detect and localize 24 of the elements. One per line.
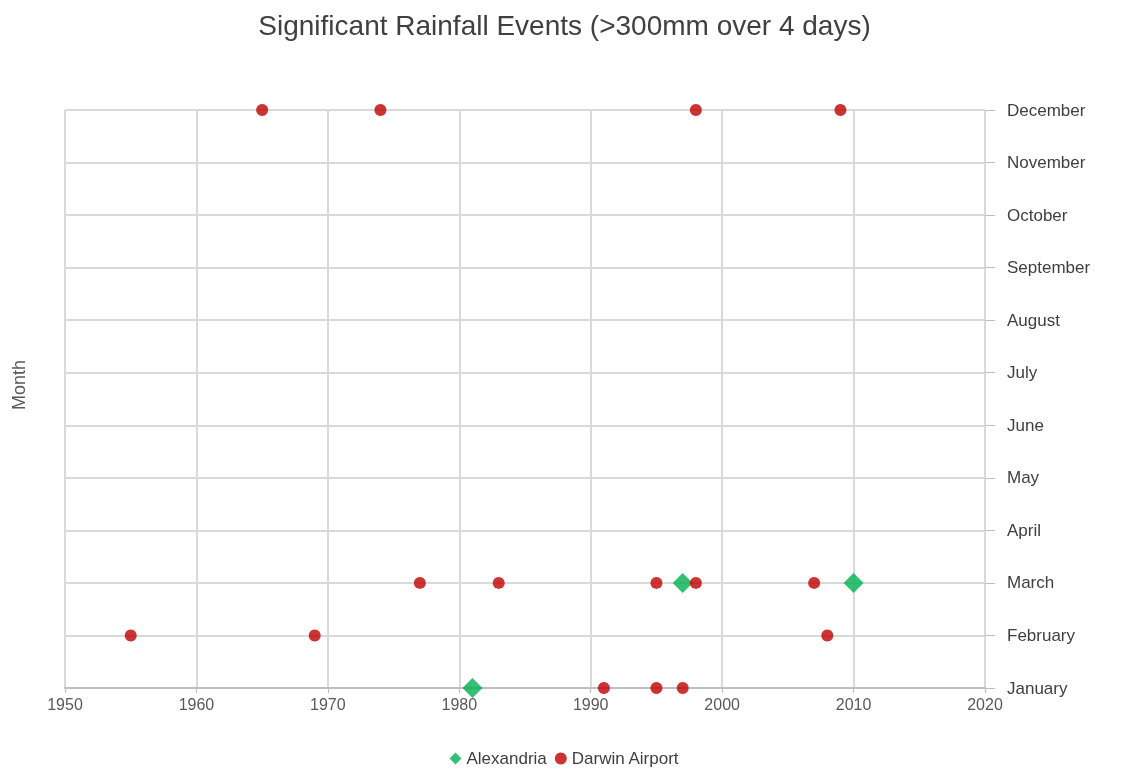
y-tick-label: February xyxy=(1007,625,1076,645)
x-tick-label: 1950 xyxy=(47,695,83,713)
y-tick-label: March xyxy=(1007,573,1055,593)
y-tick-label: April xyxy=(1007,520,1042,540)
chart-title: Significant Rainfall Events (>300mm over 4 days) xyxy=(258,9,871,41)
x-tick-label: 1990 xyxy=(572,695,609,713)
legend-label: Darwin Airport xyxy=(571,749,679,768)
y-tick-label: May xyxy=(1007,468,1040,488)
x-tick-label: 1970 xyxy=(310,695,346,713)
legend-label: Alexandria xyxy=(466,749,548,768)
x-tick-label: 2000 xyxy=(704,695,741,713)
x-tick-label: 1980 xyxy=(441,695,478,713)
y-tick-label: December xyxy=(1007,100,1086,120)
y-tick-label: June xyxy=(1007,415,1044,435)
y-tick-label: November xyxy=(1007,153,1086,173)
x-tick-label: 1960 xyxy=(178,695,215,713)
x-tick-label: 2010 xyxy=(835,695,872,713)
y-tick-label: October xyxy=(1007,205,1068,225)
x-tick-label: 2020 xyxy=(967,695,1003,713)
y-tick-label: July xyxy=(1007,363,1038,383)
y-tick-label: August xyxy=(1007,310,1061,330)
y-tick-label: January xyxy=(1007,678,1068,698)
y-axis-title: Month xyxy=(9,360,29,411)
y-tick-label: September xyxy=(1007,258,1091,278)
